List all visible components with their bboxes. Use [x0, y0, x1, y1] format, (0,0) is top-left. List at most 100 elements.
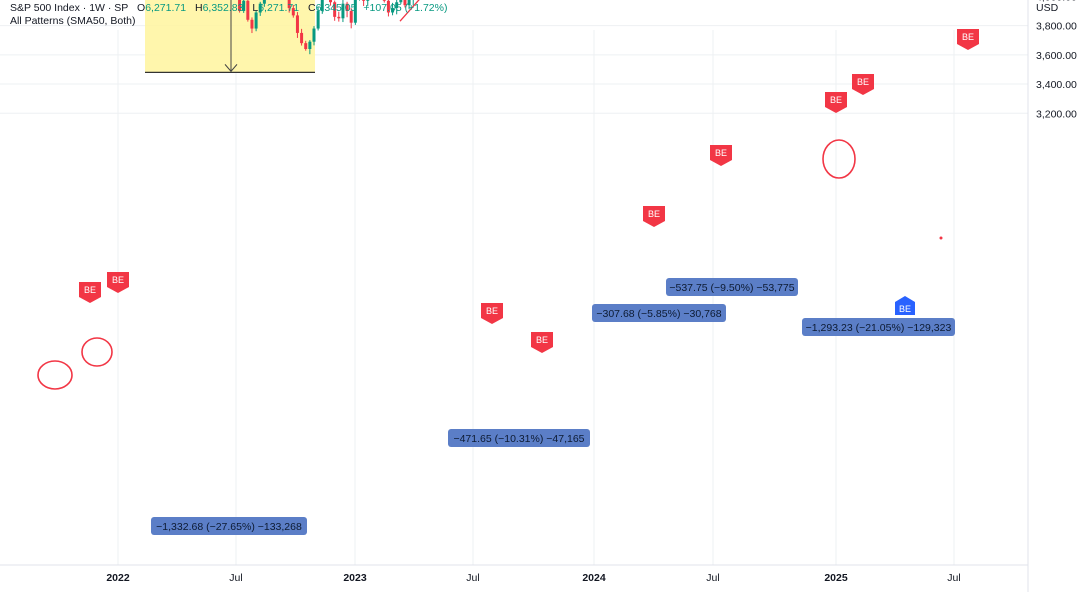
badge-text: BE [486, 306, 498, 316]
bearish-pattern-badge: BE [531, 332, 553, 353]
badge-shape [481, 303, 503, 324]
trend-line [399, 0, 420, 22]
badge-text: BE [830, 95, 842, 105]
time-tick-label: 2022 [106, 572, 130, 584]
badge-shape [531, 332, 553, 353]
currency-unit[interactable]: USD [1036, 2, 1059, 14]
time-axis[interactable]: 2022 Jul 2023 Jul 2024 Jul 2025 Jul [106, 572, 960, 584]
candle-body [391, 8, 395, 13]
candle-body [295, 15, 299, 33]
price-tick-label: 3,400.00 [1036, 79, 1077, 91]
indicator-label[interactable]: All Patterns (SMA50, Both) [10, 15, 136, 27]
badge-shape [79, 282, 101, 303]
bearish-pattern-badge: BE [852, 74, 874, 95]
time-tick-label: Jul [947, 572, 960, 584]
candle-body [345, 3, 349, 12]
measure-label-bg [151, 517, 307, 535]
price-tick-label: 4,000.00 [1036, 0, 1077, 3]
candle-body [254, 12, 258, 29]
badge-text: BE [536, 335, 548, 345]
candle-body [258, 3, 262, 13]
open-label: O [137, 2, 146, 14]
time-tick-label: Jul [229, 572, 242, 584]
measure-label: −471.65 (−10.31%) −47,165 [453, 433, 584, 445]
candle-body [395, 2, 399, 9]
measure-label: −1,293.23 (−21.05%) −129,323 [806, 322, 952, 334]
candle-body [320, 0, 324, 12]
candle-body [329, 0, 333, 3]
candle-body [362, 0, 366, 1]
measure-arrow-head [224, 64, 238, 73]
candle-body [308, 41, 312, 49]
time-tick-label: 2025 [824, 572, 848, 584]
measure-label: −307.68 (−5.85%) −30,768 [596, 308, 721, 320]
pattern-overlays: BE BE BE BE BE BE BE BE BE BE −1,332.68 (−27.65%) … [37, 29, 979, 535]
candle-body [333, 2, 337, 17]
trend-lines [399, 0, 420, 22]
change-value: +107.05 (+1.72%) [363, 2, 448, 14]
marker-dot [939, 236, 943, 240]
candle-body [349, 11, 353, 23]
price-axis[interactable]: 6,800.006,600.006,400.006,200.006,000.00… [1029, 0, 1078, 120]
pattern-circle [37, 360, 73, 390]
candle-body [403, 0, 407, 6]
high-value: 6,352.83 [202, 2, 244, 14]
candle-body [366, 0, 370, 1]
measure-label-bg [592, 304, 726, 322]
price-tick-label: 3,200.00 [1036, 108, 1077, 120]
candle-body [316, 11, 320, 29]
candle-body [353, 0, 357, 23]
bearish-pattern-badge: BE [481, 303, 503, 324]
candle-body [337, 16, 341, 19]
candle-body [304, 43, 308, 49]
candle-body [341, 3, 345, 19]
badge-text: BE [715, 148, 727, 158]
measurement-zones [145, 0, 315, 73]
pattern-circle [81, 337, 113, 367]
candlestick-series [238, 0, 414, 55]
badge-shape [895, 296, 915, 315]
candle-body [382, 0, 386, 1]
candle-body [250, 19, 254, 29]
measure-label-bg [448, 429, 590, 447]
candle-body [399, 0, 403, 3]
price-tick-label: 3,600.00 [1036, 50, 1077, 62]
candle-body [238, 0, 242, 12]
badge-text: BE [648, 209, 660, 219]
bearish-pattern-badge: BE [825, 92, 847, 113]
price-tick-label: 3,800.00 [1036, 21, 1077, 33]
candle-body [242, 0, 246, 12]
badge-text: BE [112, 275, 124, 285]
bearish-pattern-badge: BE [710, 145, 732, 166]
badge-shape [643, 206, 665, 227]
candle-body [312, 28, 316, 42]
measure-label: −537.75 (−9.50%) −53,775 [669, 282, 794, 294]
badge-text: BE [84, 285, 96, 295]
low-label: L [252, 2, 259, 14]
candle-body [386, 0, 390, 13]
candle-body [262, 0, 266, 4]
high-label: H [194, 2, 203, 14]
chart-legend-header[interactable]: S&P 500 Index · 1W · SP O6,271.71 H6,352… [10, 2, 447, 14]
candle-body [291, 8, 295, 16]
time-tick-label: 2023 [343, 572, 367, 584]
symbol-title[interactable]: S&P 500 Index · 1W · SP [10, 2, 129, 14]
open-value: 6,271.71 [145, 2, 187, 14]
measure-box [145, 0, 315, 73]
candle-body [246, 0, 250, 20]
badge-shape [107, 272, 129, 293]
pattern-circle [822, 139, 856, 179]
close-label: C [308, 2, 316, 14]
grid-lines [0, 0, 1029, 592]
bearish-pattern-badge: BE [957, 29, 979, 50]
badge-shape [825, 92, 847, 113]
bearish-pattern-badge: BE [107, 272, 129, 293]
measure-label-bg [802, 318, 955, 336]
bearish-pattern-badge: BE [79, 282, 101, 303]
candle-body [287, 0, 291, 9]
measure-label: −1,332.68 (−27.65%) −133,268 [156, 521, 302, 533]
time-tick-label: Jul [706, 572, 719, 584]
time-tick-label: Jul [466, 572, 479, 584]
badge-text: BE [899, 304, 911, 314]
